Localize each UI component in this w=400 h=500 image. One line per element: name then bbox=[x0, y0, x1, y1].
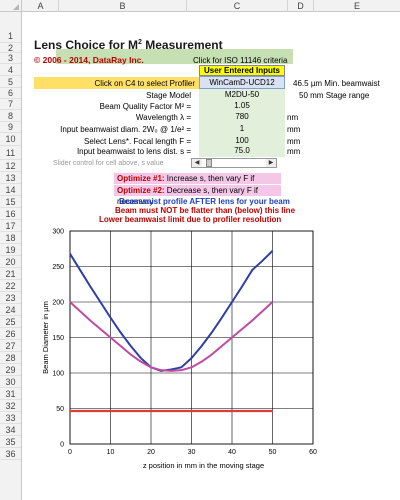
slider-left-arrow-icon[interactable]: ◀ bbox=[192, 159, 202, 167]
column-header-bar: A B C D E bbox=[0, 0, 400, 12]
x-axis-label: z position in mm in the moving stage bbox=[143, 461, 264, 470]
title-bar bbox=[56, 49, 293, 64]
lens-distance-label: Input beamwaist to lens dist. s = bbox=[76, 147, 191, 156]
row-header-27[interactable]: 27 bbox=[0, 340, 21, 352]
stage-model-label: Stage Model bbox=[146, 91, 191, 100]
y-tick-label: 50 bbox=[56, 406, 64, 413]
legend-note-blue: Beamwaist profile AFTER lens for your be… bbox=[119, 197, 290, 206]
min-beamwaist-readout: 46.5 µm Min. beamwaist bbox=[293, 79, 380, 88]
optimize-hint-2: Optimize #2: Decrease s, then vary F if … bbox=[114, 185, 281, 206]
page-title: Lens Choice for M2 Measurement bbox=[34, 38, 223, 52]
stage-model-value[interactable]: M2DU-50 bbox=[199, 89, 285, 101]
column-header-c[interactable]: C bbox=[187, 0, 288, 12]
slider-right-arrow-icon[interactable]: ▶ bbox=[266, 159, 276, 167]
row-header-19[interactable]: 19 bbox=[0, 244, 21, 256]
row-header-33[interactable]: 33 bbox=[0, 412, 21, 424]
user-entered-inputs-header: User Entered Inputs bbox=[199, 65, 285, 76]
focal-length-unit: mm bbox=[287, 137, 301, 146]
worksheet: Lens Choice for M2 Measurement © 2006 - … bbox=[23, 12, 400, 500]
copyright-text: © 2006 - 2014, DataRay Inc. bbox=[34, 55, 144, 65]
row-header-32[interactable]: 32 bbox=[0, 400, 21, 412]
x-tick-label: 60 bbox=[309, 449, 317, 456]
x-tick-label: 50 bbox=[269, 449, 277, 456]
row-header-column: 1 2 3 4 5 6 7 8 9 10 11 12 13 14 15 16 17 18 19 20 21 22 23 24 2… bbox=[0, 12, 22, 500]
focal-length-value[interactable]: 100 bbox=[199, 135, 285, 147]
column-header-e[interactable]: E bbox=[353, 1, 360, 11]
row-header-8[interactable]: 8 bbox=[0, 110, 21, 122]
y-tick-label: 300 bbox=[52, 229, 64, 236]
x-tick-label: 0 bbox=[68, 449, 72, 456]
m2-value[interactable]: 1.05 bbox=[199, 100, 285, 112]
lens-distance-value[interactable]: 75.0 bbox=[199, 145, 285, 157]
row-header-7[interactable]: 7 bbox=[0, 99, 21, 110]
row-header-31[interactable]: 31 bbox=[0, 388, 21, 400]
stage-range-readout: 50 mm Stage range bbox=[299, 91, 370, 100]
row-header-36[interactable]: 36 bbox=[0, 448, 21, 460]
row-header-34[interactable]: 34 bbox=[0, 424, 21, 436]
row-header-6[interactable]: 6 bbox=[0, 88, 21, 99]
beam-diameter-chart: 0 10 20 30 40 50 60 0 50 100 150 200 250 300 z positi… bbox=[41, 229, 317, 471]
row-header-10[interactable]: 10 bbox=[0, 133, 21, 146]
x-tick-label: 20 bbox=[147, 449, 155, 456]
x-tick-label: 30 bbox=[188, 449, 196, 456]
column-header-b[interactable]: B bbox=[59, 0, 187, 12]
row-header-28[interactable]: 28 bbox=[0, 352, 21, 364]
row-header-35[interactable]: 35 bbox=[0, 436, 21, 448]
beamwaist-unit: mm bbox=[287, 125, 301, 134]
row-header-12[interactable]: 12 bbox=[0, 160, 21, 172]
x-tick-label: 10 bbox=[107, 449, 115, 456]
y-tick-label: 250 bbox=[52, 264, 64, 271]
row-header-25[interactable]: 25 bbox=[0, 316, 21, 328]
iso-criteria-link[interactable]: Click for ISO 11146 criteria bbox=[193, 56, 288, 65]
row-header-11[interactable]: 11 bbox=[0, 146, 21, 160]
row-header-5[interactable]: 5 bbox=[0, 76, 21, 88]
row-header-30[interactable]: 30 bbox=[0, 376, 21, 388]
profiler-select[interactable]: WinCamD-UCD12 bbox=[199, 76, 285, 89]
row-header-4[interactable]: 4 bbox=[0, 64, 21, 76]
select-profiler-hint: Click on C4 to select Profiler bbox=[94, 79, 195, 88]
row-header-14[interactable]: 14 bbox=[0, 184, 21, 196]
row-header-13[interactable]: 13 bbox=[0, 172, 21, 184]
row-header-17[interactable]: 17 bbox=[0, 220, 21, 232]
wavelength-label: Wavelength λ = bbox=[135, 113, 191, 122]
row-header-15[interactable]: 15 bbox=[0, 196, 21, 208]
row-header-24[interactable]: 24 bbox=[0, 304, 21, 316]
row-header-9[interactable]: 9 bbox=[0, 122, 21, 133]
row-header-26[interactable]: 26 bbox=[0, 328, 21, 340]
y-axis-label: Beam Diameter in µm bbox=[41, 301, 50, 374]
wavelength-value[interactable]: 780 bbox=[199, 111, 285, 123]
beamwaist-value[interactable]: 1 bbox=[199, 123, 285, 135]
slider-thumb[interactable] bbox=[206, 159, 212, 167]
row-header-20[interactable]: 20 bbox=[0, 256, 21, 268]
row-header-1[interactable]: 1 bbox=[0, 30, 21, 43]
row-header-23[interactable]: 23 bbox=[0, 292, 21, 304]
select-all-corner[interactable] bbox=[0, 0, 22, 12]
y-tick-label: 200 bbox=[52, 300, 64, 307]
slider-label: Slider control for cell above, s value bbox=[53, 160, 164, 167]
focal-length-label: Select Lens*. Focal length F = bbox=[84, 137, 191, 146]
wavelength-unit: nm bbox=[287, 113, 299, 122]
beamwaist-label: Input beamwaist diam. 2W₀ @ 1/e² = bbox=[60, 125, 191, 134]
series-line-1 bbox=[69, 250, 274, 372]
y-tick-label: 0 bbox=[60, 442, 64, 449]
column-header-d[interactable]: D bbox=[288, 0, 314, 12]
lens-distance-slider[interactable]: ◀ ▶ bbox=[191, 158, 277, 168]
x-tick-label: 40 bbox=[228, 449, 236, 456]
row-header-21[interactable]: 21 bbox=[0, 268, 21, 280]
select-profiler-hint-bar bbox=[34, 77, 199, 89]
row-header-3[interactable]: 3 bbox=[0, 53, 21, 64]
legend-note-red-1: Beam must NOT be flatter than (below) th… bbox=[115, 206, 296, 215]
lens-distance-unit: mm bbox=[287, 147, 301, 156]
y-tick-label: 100 bbox=[52, 371, 64, 378]
row-header-16[interactable]: 16 bbox=[0, 208, 21, 220]
series-line-2 bbox=[69, 301, 274, 372]
row-header-18[interactable]: 18 bbox=[0, 232, 21, 244]
y-tick-label: 150 bbox=[52, 335, 64, 342]
row-header-29[interactable]: 29 bbox=[0, 364, 21, 376]
column-header-a[interactable]: A bbox=[23, 0, 59, 12]
m2-label: Beam Quality Factor M² = bbox=[99, 102, 191, 111]
legend-note-red-2: Lower beamwaist limit due to profiler re… bbox=[99, 215, 282, 224]
row-header-2[interactable]: 2 bbox=[0, 43, 21, 53]
row-header-22[interactable]: 22 bbox=[0, 280, 21, 292]
